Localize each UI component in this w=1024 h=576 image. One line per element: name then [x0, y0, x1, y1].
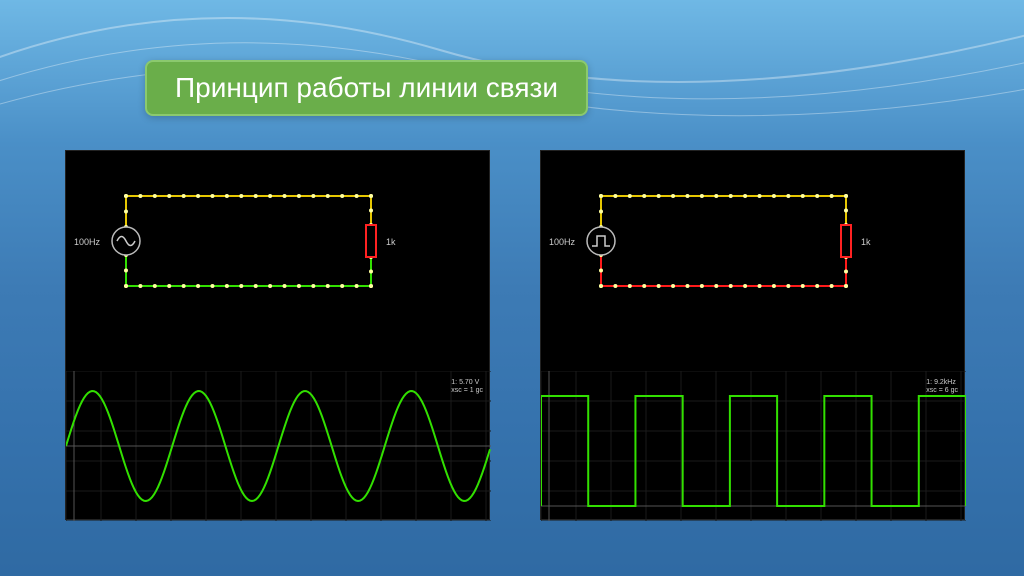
load-label-left: 1k — [386, 237, 396, 247]
source-label-left: 100Hz — [74, 237, 100, 247]
scope-label-right: 1: 9.2kHz xsc = 6 gc — [926, 379, 958, 394]
source-label-right: 100Hz — [549, 237, 575, 247]
circuit-left: 100Hz 1k — [66, 151, 489, 371]
slide-title-text: Принцип работы линии связи — [175, 72, 558, 103]
panel-right: 100Hz 1k 1: 9.2kHz xsc = 6 gc — [540, 150, 965, 520]
scope-left: 1: 5.70 V xsc = 1 gc — [66, 371, 489, 521]
panels-container: 100Hz 1k 1: 5.70 V xsc = 1 gc 100Hz 1k 1… — [65, 150, 965, 520]
scope-label-left: 1: 5.70 V xsc = 1 gc — [451, 379, 483, 394]
scope-right: 1: 9.2kHz xsc = 6 gc — [541, 371, 964, 521]
load-label-right: 1k — [861, 237, 871, 247]
slide-title: Принцип работы линии связи — [145, 60, 588, 116]
circuit-right: 100Hz 1k — [541, 151, 964, 371]
panel-left: 100Hz 1k 1: 5.70 V xsc = 1 gc — [65, 150, 490, 520]
